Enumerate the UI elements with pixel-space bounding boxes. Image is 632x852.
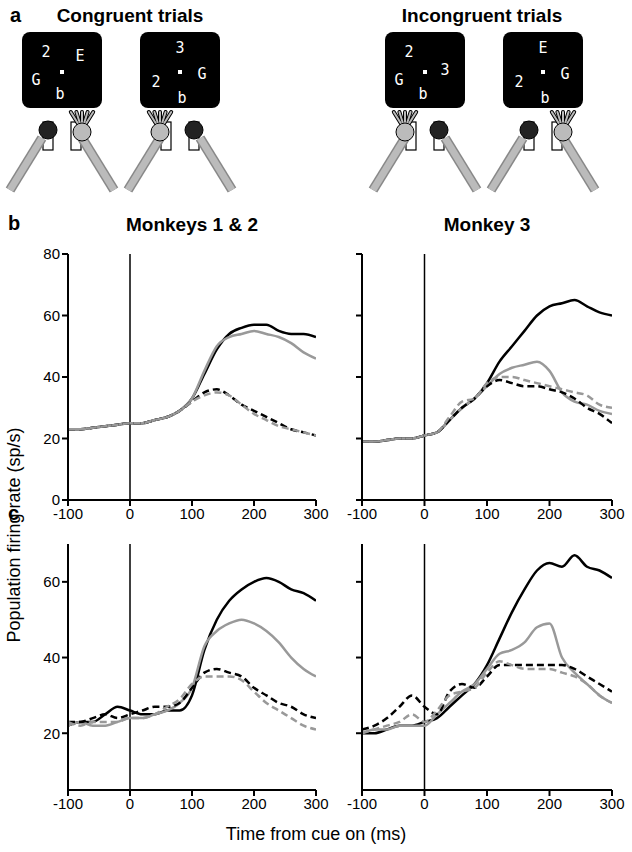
svg-text:0: 0 [420,795,428,812]
svg-text:0: 0 [126,505,134,522]
svg-text:300: 300 [599,795,624,812]
svg-text:100: 100 [179,505,204,522]
svg-text:-100: -100 [53,795,83,812]
svg-text:Congruent trials: Congruent trials [57,5,204,26]
svg-text:b: b [55,85,64,103]
svg-text:40: 40 [43,649,60,666]
html-text:c: c [8,502,20,524]
svg-text:E: E [75,47,84,65]
svg-text:100: 100 [474,795,499,812]
svg-text:G: G [560,65,569,83]
html-text:b: b [8,212,21,234]
svg-text:-100: -100 [347,795,377,812]
svg-text:-100: -100 [347,505,377,522]
svg-text:-100: -100 [53,504,83,522]
svg-text:20: 20 [43,430,60,447]
svg-text:200: 200 [241,795,266,812]
svg-text:80: 80 [43,245,60,262]
svg-text:60: 60 [43,573,60,590]
svg-text:200: 200 [241,505,266,522]
svg-text:E: E [538,39,547,57]
html-text:Population firing rate (sp/s): Population firing rate (sp/s) [3,427,24,643]
svg-text:b: b [177,89,186,107]
svg-text:300: 300 [303,505,328,522]
svg-text:100: 100 [474,505,499,522]
svg-text:2: 2 [404,43,413,61]
svg-text:3: 3 [175,39,184,57]
svg-text:60: 60 [43,307,60,324]
svg-text:200: 200 [537,505,562,522]
svg-text:Incongruent trials: Incongruent trials [402,5,562,26]
svg-text:200: 200 [537,795,562,812]
svg-text:0: 0 [126,795,134,812]
svg-text:G: G [31,71,40,89]
svg-text:2: 2 [151,73,160,91]
svg-text:b: b [418,85,427,103]
svg-text:0: 0 [52,491,60,508]
html-text:Time from cue on (ms): Time from cue on (ms) [225,824,407,844]
svg-text:300: 300 [599,505,624,522]
svg-text:2: 2 [41,43,50,61]
svg-text:0: 0 [420,505,428,522]
svg-text:300: 300 [303,795,328,812]
svg-text:b: b [540,89,549,107]
svg-text:20: 20 [43,725,60,742]
svg-text:G: G [394,71,403,89]
html-text:Monkey 3: Monkey 3 [443,214,531,235]
svg-text:a: a [10,4,22,26]
svg-text:G: G [197,65,206,83]
svg-text:2: 2 [514,73,523,91]
svg-text:100: 100 [179,795,204,812]
svg-text:3: 3 [440,61,449,79]
html-text:Monkeys 1 & 2: Monkeys 1 & 2 [126,214,258,235]
svg-text:40: 40 [43,368,60,385]
